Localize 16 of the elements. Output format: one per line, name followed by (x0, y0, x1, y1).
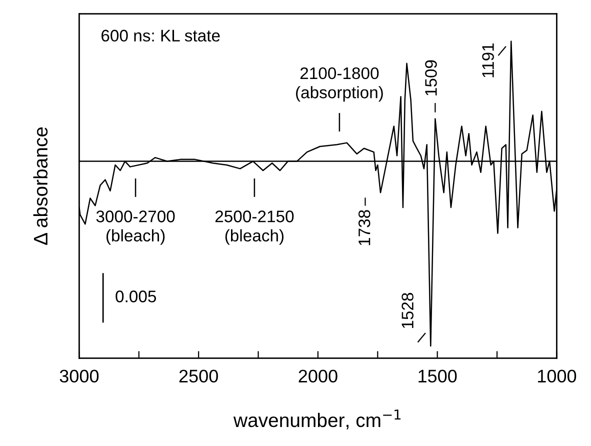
annotation: 3000-2700 (bleach) (96, 210, 175, 245)
annotation: 1528 (402, 292, 414, 328)
annotation: 1191 (482, 43, 494, 78)
annotation: 1509 (425, 60, 437, 96)
annotation: 2500-2150 (bleach) (215, 210, 294, 245)
annotation: 600 ns: KL state (102, 30, 220, 42)
y-axis-title: Δ absorbance (33, 127, 48, 245)
x-tick-label: 2000 (298, 370, 338, 383)
x-tick-label: 1000 (538, 370, 576, 383)
x-tick-label: 2500 (179, 370, 218, 383)
annotation: 0.005 (116, 290, 156, 302)
x-tick-label: 3000 (60, 370, 99, 383)
x-axis-title: wavenumber, cm$^{−1}$ (233, 410, 401, 430)
annotation: 2100-1800 (absorption) (296, 67, 383, 102)
annotation: 1738 (358, 210, 370, 246)
x-tick-label: 1500 (418, 370, 457, 383)
